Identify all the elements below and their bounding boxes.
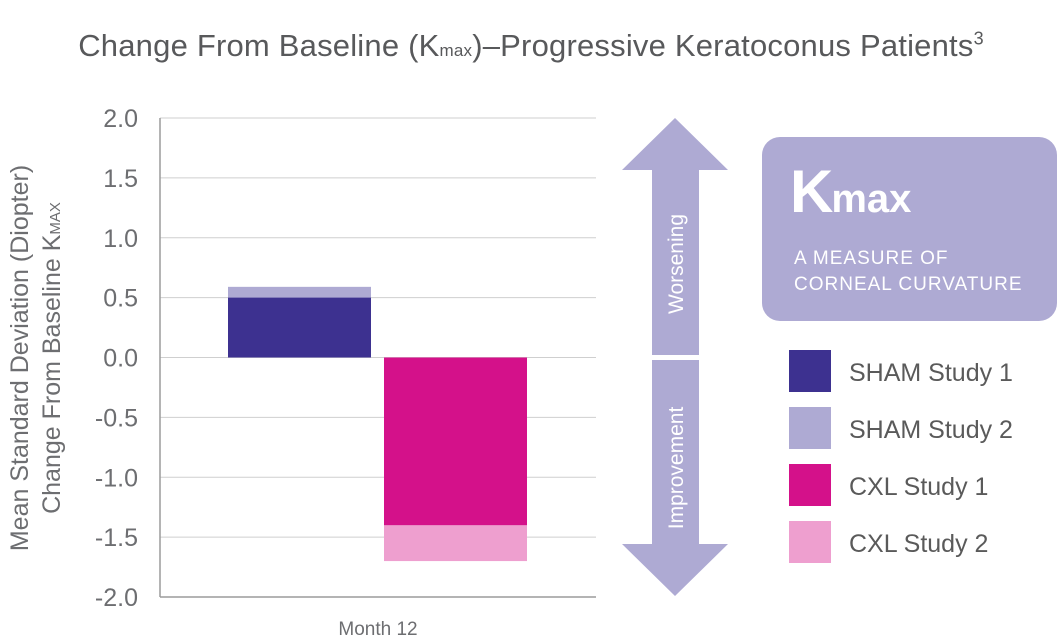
legend-label: SHAM Study 1 (849, 359, 1013, 387)
y-tick-label: -0.5 (95, 404, 138, 432)
legend-label: CXL Study 1 (849, 473, 989, 501)
up-arrow (622, 118, 728, 355)
grid-lines (160, 117, 596, 598)
y-tick-label: 1.5 (103, 165, 138, 193)
title-superscript: 3 (973, 28, 984, 49)
down-arrow (622, 360, 728, 596)
bar-sham-study-1 (228, 297, 371, 358)
legend-swatch (789, 350, 831, 392)
worsening-label: Worsening (665, 214, 688, 314)
legend-item: CXL Study 1 (789, 464, 1049, 508)
y-tick-label: 2.0 (103, 105, 138, 133)
legend-item: CXL Study 2 (789, 521, 1049, 565)
worsening-improvement-arrow: Worsening Improvement (622, 118, 728, 596)
title-main: Change From Baseline (K (78, 28, 440, 63)
chart-title: Change From Baseline (Kmax)–Progressive … (0, 28, 1062, 64)
kmax-letter: K (790, 158, 833, 225)
y-tick-label: 0.5 (103, 285, 138, 313)
kmax-line-1: A MEASURE OF (794, 248, 949, 269)
y-axis-label: Mean Standard Deviation (Diopter) Change … (6, 165, 66, 551)
legend-swatch (789, 407, 831, 449)
y-tick-label: -2.0 (95, 584, 138, 612)
bars (228, 286, 527, 562)
y-tick-label: 0.0 (103, 345, 138, 373)
y-tick-label: 1.0 (103, 225, 138, 253)
bar-cxl-study-1 (384, 357, 527, 526)
legend-item: SHAM Study 2 (789, 407, 1049, 451)
y-axis-label-line-1: Mean Standard Deviation (Diopter) (6, 165, 34, 551)
improvement-label: Improvement (665, 407, 688, 530)
kmax-heading: Kmax (790, 157, 911, 226)
x-tick-label: Month 12 (338, 619, 417, 640)
legend-swatch (789, 521, 831, 563)
x-tick-labels: Month 12 (338, 619, 417, 640)
y-tick-labels: 2.0 1.5 1.0 0.5 0.0 -0.5 -1.0 -1.5 -2.0 (95, 105, 138, 612)
legend-swatch (789, 464, 831, 506)
y-tick-label: -1.0 (95, 464, 138, 492)
y-tick-label: -1.5 (95, 524, 138, 552)
legend-item: SHAM Study 1 (789, 350, 1049, 394)
legend-label: CXL Study 2 (849, 530, 989, 558)
kmax-line-2: CORNEAL CURVATURE (794, 274, 1023, 295)
axes (159, 118, 596, 598)
kmax-sub: max (831, 177, 912, 221)
kmax-info-box: Kmax A MEASURE OF CORNEAL CURVATURE (762, 137, 1057, 321)
title-subscript: max (439, 41, 473, 60)
y-axis-label-line-2: Change From Baseline KMAX (38, 202, 66, 514)
title-rest: )–Progressive Keratoconus Patients (472, 28, 974, 63)
legend-label: SHAM Study 2 (849, 416, 1013, 444)
